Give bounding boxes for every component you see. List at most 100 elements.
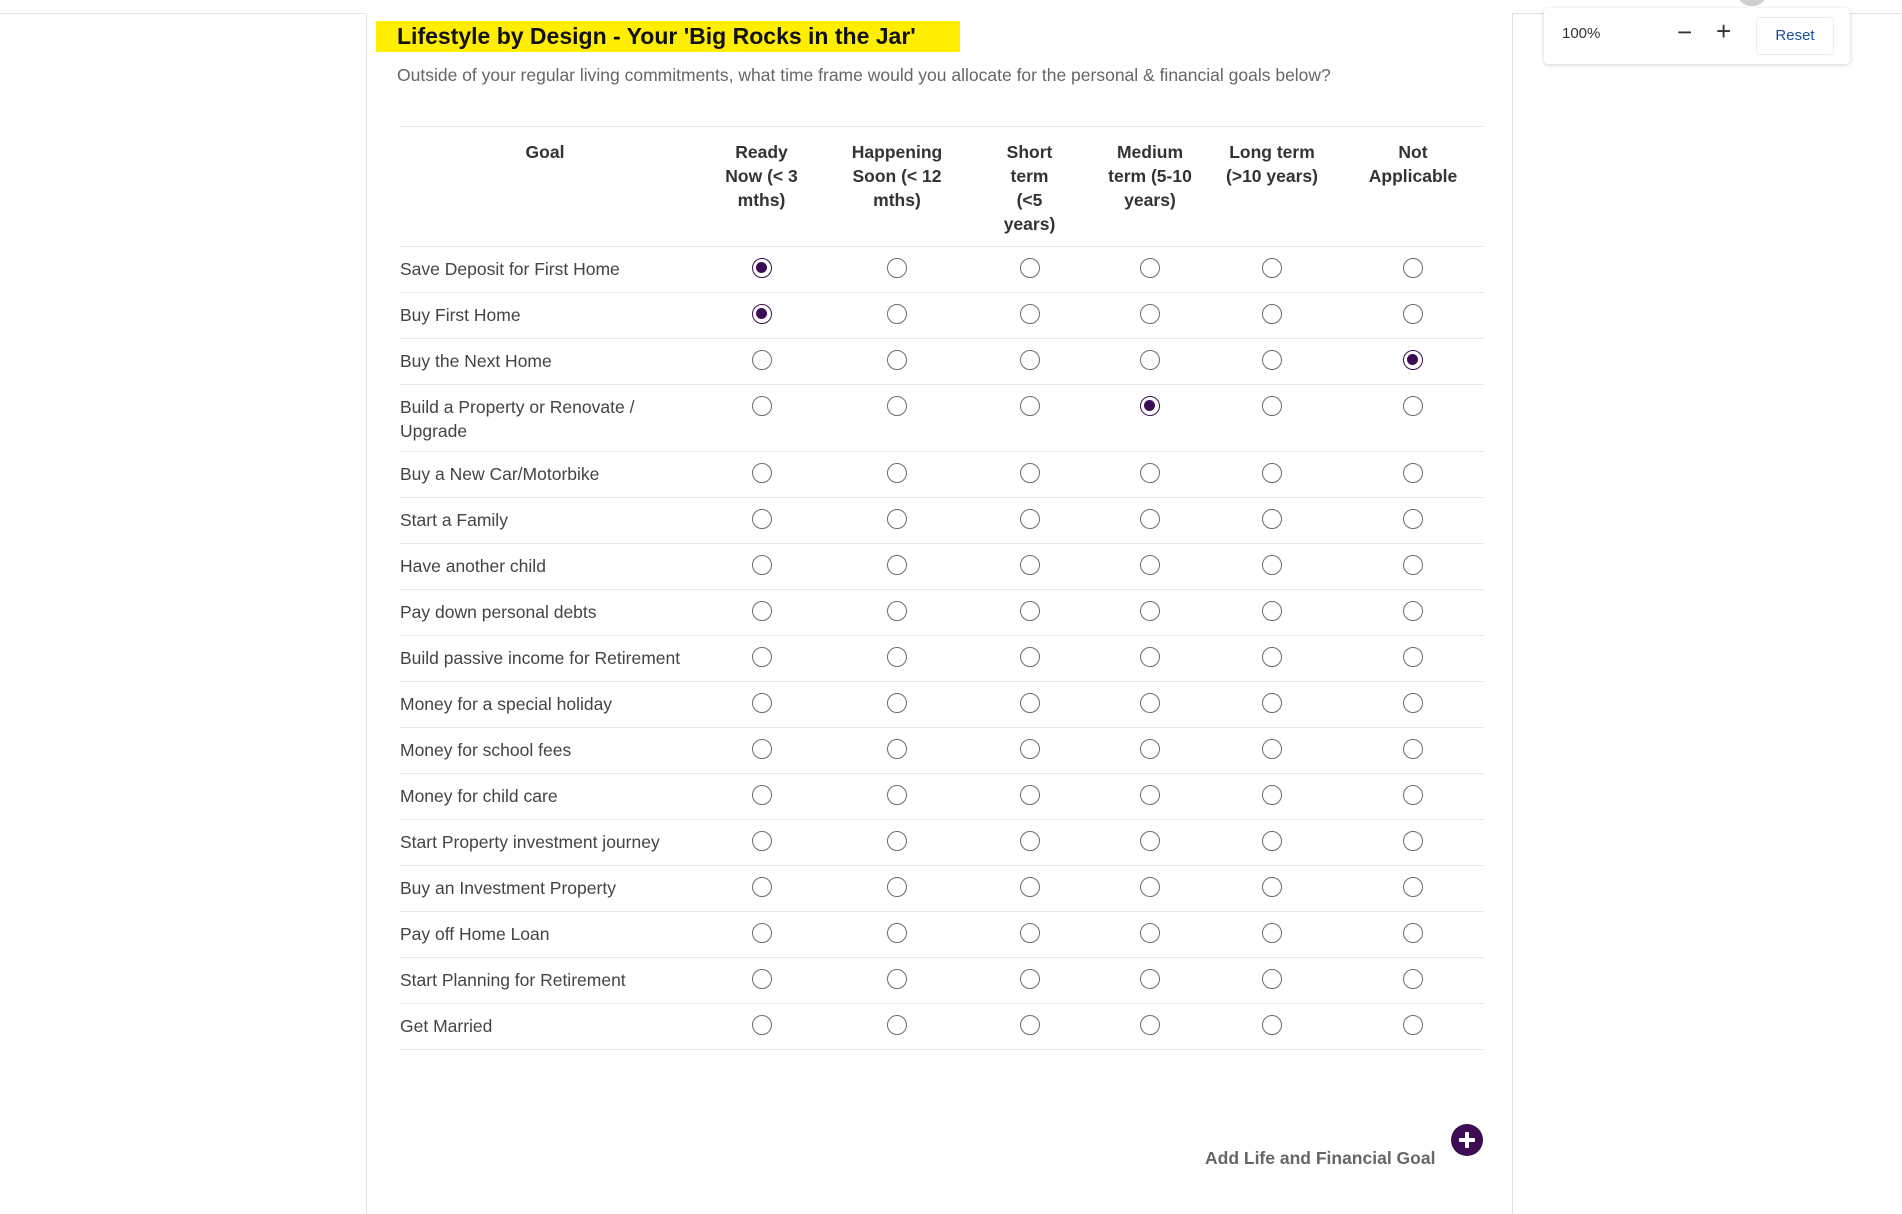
timeframe-radio[interactable] [1403,258,1423,278]
timeframe-radio[interactable] [1403,831,1423,851]
timeframe-radio[interactable] [1403,693,1423,713]
timeframe-radio[interactable] [751,1015,772,1035]
timeframe-radio[interactable] [1140,969,1160,989]
timeframe-radio[interactable] [1403,509,1423,529]
timeframe-radio[interactable] [1019,877,1040,897]
timeframe-radio[interactable] [1262,785,1282,805]
timeframe-radio[interactable] [1262,509,1282,529]
timeframe-radio[interactable] [1262,739,1282,759]
timeframe-radio[interactable] [1019,304,1040,324]
timeframe-radio[interactable] [1140,785,1160,805]
timeframe-radio[interactable] [1403,923,1423,943]
timeframe-radio[interactable] [751,647,772,667]
timeframe-radio[interactable] [1019,509,1040,529]
timeframe-radio[interactable] [1403,555,1423,575]
timeframe-radio[interactable] [1019,739,1040,759]
timeframe-radio[interactable] [1019,396,1040,416]
timeframe-radio[interactable] [751,785,772,805]
timeframe-radio[interactable] [1262,258,1282,278]
timeframe-radio[interactable] [1019,785,1040,805]
plus-circle-icon[interactable] [1451,1124,1483,1156]
timeframe-radio[interactable] [1019,831,1040,851]
timeframe-radio[interactable] [1019,1015,1040,1035]
timeframe-radio[interactable] [1262,877,1282,897]
timeframe-radio[interactable] [751,601,772,621]
timeframe-radio[interactable] [1262,923,1282,943]
add-goal-label[interactable]: Add Life and Financial Goal [1205,1148,1436,1168]
timeframe-radio[interactable] [1262,969,1282,989]
timeframe-radio[interactable] [751,923,772,943]
timeframe-radio[interactable] [1019,463,1040,483]
timeframe-radio[interactable] [887,877,907,897]
timeframe-radio[interactable] [1019,647,1040,667]
timeframe-radio[interactable] [1140,463,1160,483]
timeframe-radio[interactable] [1262,396,1282,416]
timeframe-radio[interactable] [751,877,772,897]
timeframe-radio[interactable] [887,509,907,529]
timeframe-radio[interactable] [1403,969,1423,989]
timeframe-radio[interactable] [887,969,907,989]
timeframe-radio[interactable] [751,693,772,713]
timeframe-radio[interactable] [887,258,907,278]
timeframe-radio[interactable] [1019,555,1040,575]
zoom-in-button[interactable]: + [1716,16,1732,46]
timeframe-radio[interactable] [887,785,907,805]
timeframe-radio[interactable] [1140,555,1160,575]
timeframe-radio[interactable] [887,601,907,621]
timeframe-radio[interactable] [1140,1015,1160,1035]
timeframe-radio[interactable] [1140,304,1160,324]
timeframe-radio[interactable] [887,693,907,713]
timeframe-radio[interactable] [751,463,772,483]
timeframe-radio[interactable] [1262,1015,1282,1035]
timeframe-radio[interactable] [1403,304,1423,324]
timeframe-radio[interactable] [1019,693,1040,713]
timeframe-radio[interactable] [1140,923,1160,943]
timeframe-radio[interactable] [1140,601,1160,621]
timeframe-radio[interactable] [887,831,907,851]
timeframe-radio[interactable] [1140,877,1160,897]
timeframe-radio[interactable] [1403,350,1423,370]
timeframe-radio[interactable] [887,396,907,416]
timeframe-radio[interactable] [1403,1015,1423,1035]
timeframe-radio[interactable] [1262,601,1282,621]
timeframe-radio[interactable] [1140,647,1160,667]
timeframe-radio[interactable] [887,923,907,943]
timeframe-radio[interactable] [1403,877,1423,897]
timeframe-radio[interactable] [887,647,907,667]
timeframe-radio[interactable] [751,555,772,575]
timeframe-radio[interactable] [1140,693,1160,713]
timeframe-radio[interactable] [751,304,772,324]
timeframe-radio[interactable] [751,969,772,989]
timeframe-radio[interactable] [751,258,772,278]
timeframe-radio[interactable] [1403,463,1423,483]
timeframe-radio[interactable] [751,509,772,529]
timeframe-radio[interactable] [1140,350,1160,370]
timeframe-radio[interactable] [1262,463,1282,483]
timeframe-radio[interactable] [1403,739,1423,759]
timeframe-radio[interactable] [751,831,772,851]
timeframe-radio[interactable] [1262,350,1282,370]
timeframe-radio[interactable] [887,1015,907,1035]
timeframe-radio[interactable] [751,350,772,370]
timeframe-radio[interactable] [887,739,907,759]
timeframe-radio[interactable] [1019,350,1040,370]
timeframe-radio[interactable] [1262,831,1282,851]
timeframe-radio[interactable] [1262,647,1282,667]
zoom-out-button[interactable]: − [1677,17,1693,47]
timeframe-radio[interactable] [1019,601,1040,621]
timeframe-radio[interactable] [1140,739,1160,759]
timeframe-radio[interactable] [1140,831,1160,851]
timeframe-radio[interactable] [887,350,907,370]
timeframe-radio[interactable] [1262,555,1282,575]
timeframe-radio[interactable] [887,304,907,324]
timeframe-radio[interactable] [1403,785,1423,805]
timeframe-radio[interactable] [1140,396,1160,416]
zoom-reset-button[interactable]: Reset [1756,17,1834,55]
timeframe-radio[interactable] [1019,923,1040,943]
timeframe-radio[interactable] [1403,396,1423,416]
timeframe-radio[interactable] [1140,509,1160,529]
timeframe-radio[interactable] [887,555,907,575]
timeframe-radio[interactable] [1019,969,1040,989]
timeframe-radio[interactable] [1140,258,1160,278]
timeframe-radio[interactable] [751,396,772,416]
